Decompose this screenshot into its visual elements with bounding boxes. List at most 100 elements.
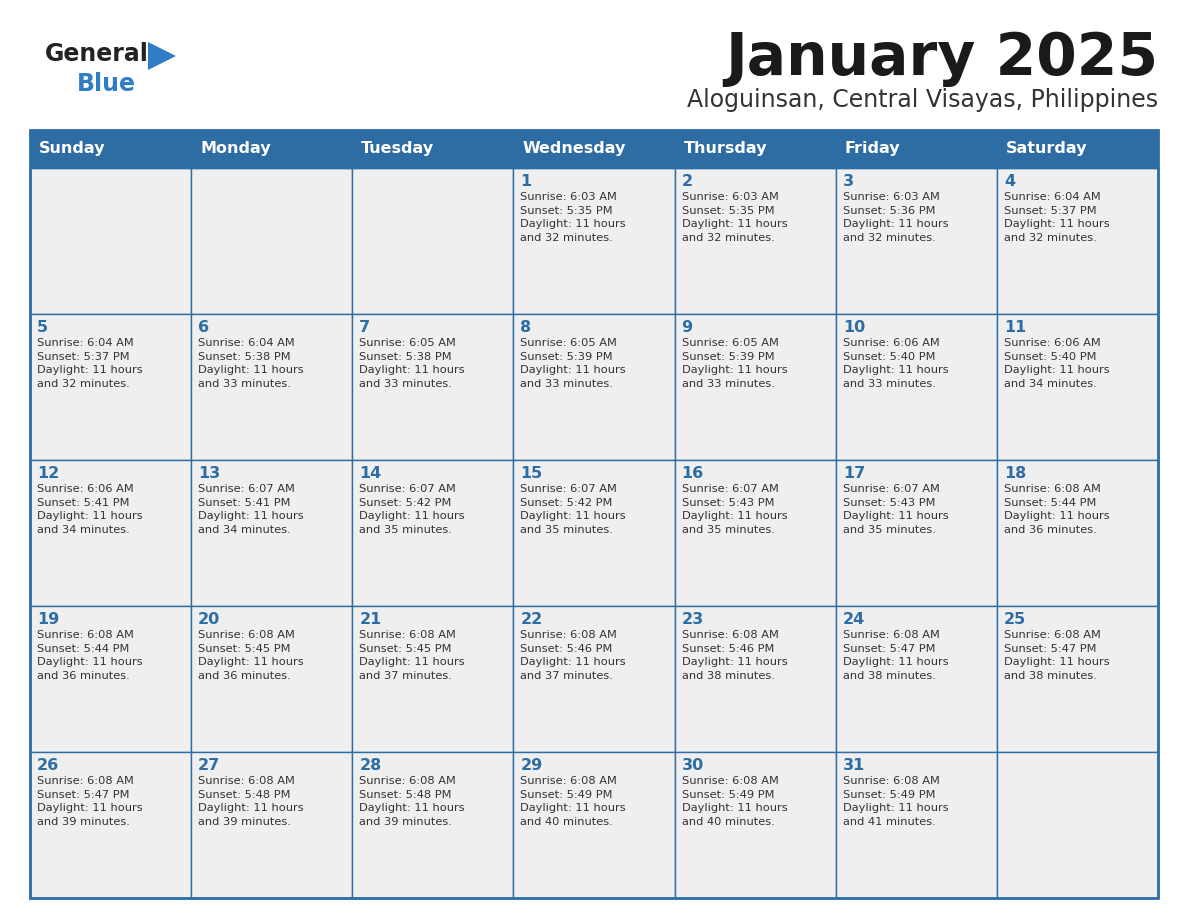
Text: 13: 13	[198, 466, 221, 481]
Text: 30: 30	[682, 758, 703, 773]
Text: Sunrise: 6:05 AM
Sunset: 5:38 PM
Daylight: 11 hours
and 33 minutes.: Sunrise: 6:05 AM Sunset: 5:38 PM Dayligh…	[359, 338, 465, 389]
Text: 21: 21	[359, 612, 381, 627]
Text: Sunrise: 6:07 AM
Sunset: 5:43 PM
Daylight: 11 hours
and 35 minutes.: Sunrise: 6:07 AM Sunset: 5:43 PM Dayligh…	[842, 484, 948, 535]
Text: Sunrise: 6:08 AM
Sunset: 5:46 PM
Daylight: 11 hours
and 38 minutes.: Sunrise: 6:08 AM Sunset: 5:46 PM Dayligh…	[682, 630, 788, 681]
Text: Sunrise: 6:07 AM
Sunset: 5:42 PM
Daylight: 11 hours
and 35 minutes.: Sunrise: 6:07 AM Sunset: 5:42 PM Dayligh…	[520, 484, 626, 535]
Text: Sunrise: 6:03 AM
Sunset: 5:35 PM
Daylight: 11 hours
and 32 minutes.: Sunrise: 6:03 AM Sunset: 5:35 PM Dayligh…	[682, 192, 788, 242]
Bar	[353, 130, 513, 168]
Text: 17: 17	[842, 466, 865, 481]
Text: Sunrise: 6:07 AM
Sunset: 5:42 PM
Daylight: 11 hours
and 35 minutes.: Sunrise: 6:07 AM Sunset: 5:42 PM Dayligh…	[359, 484, 465, 535]
Text: 6: 6	[198, 320, 209, 335]
Text: Sunrise: 6:05 AM
Sunset: 5:39 PM
Daylight: 11 hours
and 33 minutes.: Sunrise: 6:05 AM Sunset: 5:39 PM Dayligh…	[520, 338, 626, 389]
Text: 18: 18	[1004, 466, 1026, 481]
Text: Sunrise: 6:08 AM
Sunset: 5:45 PM
Daylight: 11 hours
and 37 minutes.: Sunrise: 6:08 AM Sunset: 5:45 PM Dayligh…	[359, 630, 465, 681]
Bar	[191, 460, 353, 606]
Bar	[191, 314, 353, 460]
Bar	[513, 130, 675, 168]
Text: Sunrise: 6:08 AM
Sunset: 5:49 PM
Daylight: 11 hours
and 41 minutes.: Sunrise: 6:08 AM Sunset: 5:49 PM Dayligh…	[842, 776, 948, 827]
Text: 10: 10	[842, 320, 865, 335]
Bar	[30, 130, 191, 168]
Text: Aloguinsan, Central Visayas, Philippines: Aloguinsan, Central Visayas, Philippines	[687, 88, 1158, 112]
Bar	[997, 606, 1158, 752]
Bar	[997, 460, 1158, 606]
Text: 3: 3	[842, 174, 854, 189]
Text: Thursday: Thursday	[683, 141, 767, 156]
Text: 2: 2	[682, 174, 693, 189]
Bar	[191, 168, 353, 314]
Text: Sunrise: 6:08 AM
Sunset: 5:44 PM
Daylight: 11 hours
and 36 minutes.: Sunrise: 6:08 AM Sunset: 5:44 PM Dayligh…	[37, 630, 143, 681]
Text: Sunrise: 6:03 AM
Sunset: 5:36 PM
Daylight: 11 hours
and 32 minutes.: Sunrise: 6:03 AM Sunset: 5:36 PM Dayligh…	[842, 192, 948, 242]
Text: Sunrise: 6:03 AM
Sunset: 5:35 PM
Daylight: 11 hours
and 32 minutes.: Sunrise: 6:03 AM Sunset: 5:35 PM Dayligh…	[520, 192, 626, 242]
Text: Sunrise: 6:06 AM
Sunset: 5:40 PM
Daylight: 11 hours
and 33 minutes.: Sunrise: 6:06 AM Sunset: 5:40 PM Dayligh…	[842, 338, 948, 389]
Bar	[191, 752, 353, 898]
Text: 12: 12	[37, 466, 59, 481]
Bar	[835, 168, 997, 314]
Text: Sunrise: 6:06 AM
Sunset: 5:41 PM
Daylight: 11 hours
and 34 minutes.: Sunrise: 6:06 AM Sunset: 5:41 PM Dayligh…	[37, 484, 143, 535]
Text: 31: 31	[842, 758, 865, 773]
Text: Sunrise: 6:08 AM
Sunset: 5:47 PM
Daylight: 11 hours
and 38 minutes.: Sunrise: 6:08 AM Sunset: 5:47 PM Dayligh…	[1004, 630, 1110, 681]
Text: 15: 15	[520, 466, 543, 481]
Bar	[675, 314, 835, 460]
Bar	[997, 130, 1158, 168]
Text: 9: 9	[682, 320, 693, 335]
Text: Sunrise: 6:07 AM
Sunset: 5:41 PM
Daylight: 11 hours
and 34 minutes.: Sunrise: 6:07 AM Sunset: 5:41 PM Dayligh…	[198, 484, 304, 535]
Text: 8: 8	[520, 320, 531, 335]
Text: Sunrise: 6:08 AM
Sunset: 5:47 PM
Daylight: 11 hours
and 38 minutes.: Sunrise: 6:08 AM Sunset: 5:47 PM Dayligh…	[842, 630, 948, 681]
Bar	[513, 168, 675, 314]
Text: 23: 23	[682, 612, 703, 627]
Bar	[835, 314, 997, 460]
Text: 27: 27	[198, 758, 221, 773]
Text: Friday: Friday	[845, 141, 901, 156]
Text: 22: 22	[520, 612, 543, 627]
Text: 7: 7	[359, 320, 371, 335]
Bar	[353, 168, 513, 314]
Text: General: General	[45, 42, 148, 66]
Text: 26: 26	[37, 758, 59, 773]
Text: 5: 5	[37, 320, 49, 335]
Text: 1: 1	[520, 174, 531, 189]
Bar	[997, 314, 1158, 460]
Text: Sunrise: 6:08 AM
Sunset: 5:45 PM
Daylight: 11 hours
and 36 minutes.: Sunrise: 6:08 AM Sunset: 5:45 PM Dayligh…	[198, 630, 304, 681]
Text: Sunrise: 6:04 AM
Sunset: 5:37 PM
Daylight: 11 hours
and 32 minutes.: Sunrise: 6:04 AM Sunset: 5:37 PM Dayligh…	[1004, 192, 1110, 242]
Bar	[835, 130, 997, 168]
Bar	[997, 752, 1158, 898]
Text: Sunrise: 6:06 AM
Sunset: 5:40 PM
Daylight: 11 hours
and 34 minutes.: Sunrise: 6:06 AM Sunset: 5:40 PM Dayligh…	[1004, 338, 1110, 389]
Text: 14: 14	[359, 466, 381, 481]
Text: Blue: Blue	[77, 72, 135, 96]
Text: 16: 16	[682, 466, 703, 481]
Bar	[30, 314, 191, 460]
Bar	[353, 606, 513, 752]
Text: Sunday: Sunday	[39, 141, 106, 156]
Text: Sunrise: 6:04 AM
Sunset: 5:37 PM
Daylight: 11 hours
and 32 minutes.: Sunrise: 6:04 AM Sunset: 5:37 PM Dayligh…	[37, 338, 143, 389]
Text: Sunrise: 6:08 AM
Sunset: 5:49 PM
Daylight: 11 hours
and 40 minutes.: Sunrise: 6:08 AM Sunset: 5:49 PM Dayligh…	[520, 776, 626, 827]
Bar	[30, 130, 1158, 898]
Bar	[30, 168, 191, 314]
Bar	[835, 460, 997, 606]
Text: January 2025: January 2025	[725, 30, 1158, 87]
Text: 25: 25	[1004, 612, 1026, 627]
Text: Sunrise: 6:08 AM
Sunset: 5:49 PM
Daylight: 11 hours
and 40 minutes.: Sunrise: 6:08 AM Sunset: 5:49 PM Dayligh…	[682, 776, 788, 827]
Text: 29: 29	[520, 758, 543, 773]
Text: 28: 28	[359, 758, 381, 773]
Text: 20: 20	[198, 612, 221, 627]
Bar	[513, 752, 675, 898]
Text: 11: 11	[1004, 320, 1026, 335]
Bar	[835, 752, 997, 898]
Polygon shape	[148, 42, 176, 70]
Bar	[191, 606, 353, 752]
Bar	[513, 314, 675, 460]
Text: Sunrise: 6:08 AM
Sunset: 5:48 PM
Daylight: 11 hours
and 39 minutes.: Sunrise: 6:08 AM Sunset: 5:48 PM Dayligh…	[359, 776, 465, 827]
Text: Sunrise: 6:04 AM
Sunset: 5:38 PM
Daylight: 11 hours
and 33 minutes.: Sunrise: 6:04 AM Sunset: 5:38 PM Dayligh…	[198, 338, 304, 389]
Text: Sunrise: 6:08 AM
Sunset: 5:47 PM
Daylight: 11 hours
and 39 minutes.: Sunrise: 6:08 AM Sunset: 5:47 PM Dayligh…	[37, 776, 143, 827]
Bar	[353, 752, 513, 898]
Bar	[353, 314, 513, 460]
Bar	[30, 752, 191, 898]
Text: Monday: Monday	[200, 141, 271, 156]
Bar	[30, 460, 191, 606]
Text: Sunrise: 6:08 AM
Sunset: 5:46 PM
Daylight: 11 hours
and 37 minutes.: Sunrise: 6:08 AM Sunset: 5:46 PM Dayligh…	[520, 630, 626, 681]
Bar	[30, 606, 191, 752]
Text: Tuesday: Tuesday	[361, 141, 435, 156]
Bar	[835, 606, 997, 752]
Bar	[513, 460, 675, 606]
Bar	[353, 460, 513, 606]
